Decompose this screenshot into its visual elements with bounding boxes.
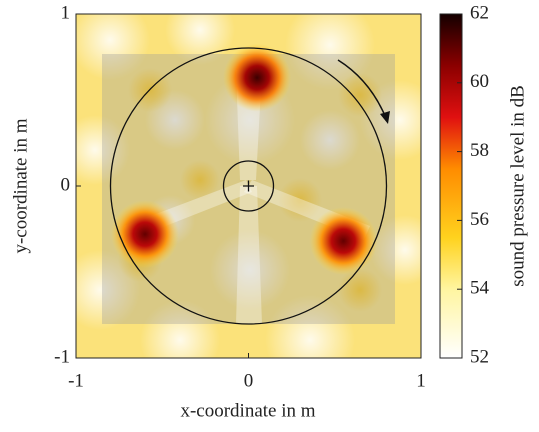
center-mark (243, 180, 254, 192)
x-tick-label: -1 (68, 370, 84, 391)
colorbar-tick-label: 60 (470, 71, 489, 92)
colorbar (439, 13, 463, 359)
x-axis-label: x-coordinate in m (180, 400, 315, 421)
sound-source (223, 43, 292, 112)
x-tick-label: 1 (416, 370, 426, 391)
sound-source (309, 207, 378, 276)
y-axis-label: y-coordinate in m (10, 118, 31, 253)
inner-circle (222, 160, 275, 212)
rotation-arrow (337, 59, 387, 119)
colorbar-tick-label: 58 (470, 140, 489, 161)
sound-source (111, 200, 179, 269)
y-tick-label: 0 (61, 174, 71, 195)
colorbar-label: sound pressure level in dB (507, 85, 528, 287)
outer-circle (109, 47, 388, 325)
colorbar-tick-label: 56 (470, 209, 489, 230)
y-tick-label: 1 (61, 2, 71, 23)
x-tick-label: 0 (244, 370, 254, 391)
y-tick-label: -1 (54, 346, 70, 367)
colorbar-tick-label: 62 (470, 2, 489, 23)
colorbar-tick-label: 54 (470, 278, 490, 299)
rotation-arrowhead (380, 111, 390, 124)
sources-layer (111, 43, 378, 276)
colorbar-tick-label: 52 (470, 346, 489, 367)
